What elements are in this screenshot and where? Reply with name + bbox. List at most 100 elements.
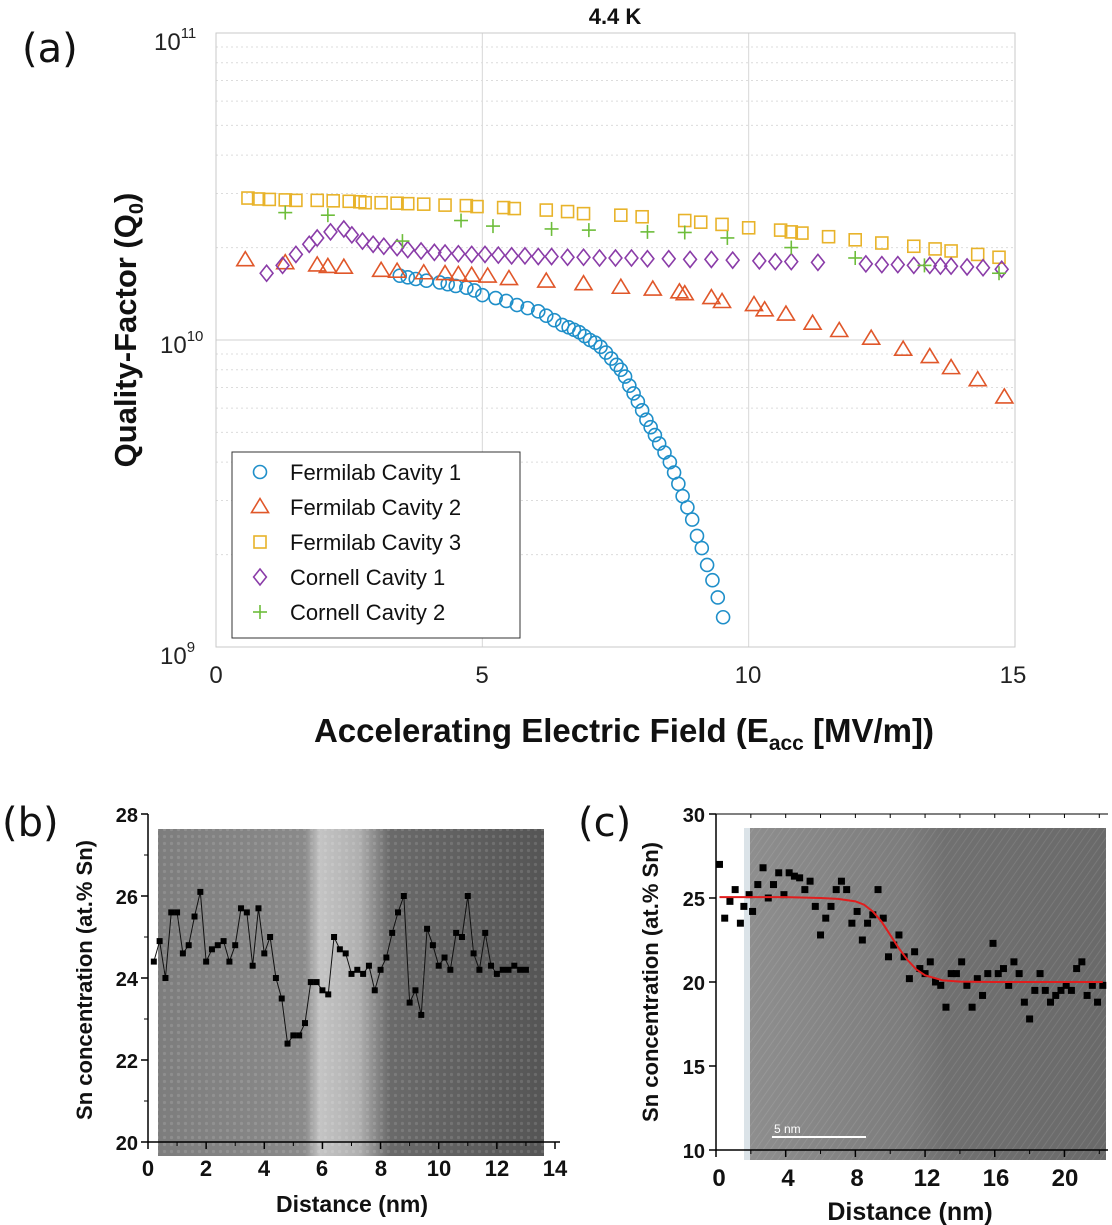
chart-a-point-fermilab-3 — [635, 209, 649, 224]
chart-a-point-cornell-1 — [890, 255, 906, 274]
chart-b-point — [296, 1032, 303, 1039]
panel-b-label: (b) — [2, 800, 59, 846]
chart-c-ytick: 30 — [683, 805, 705, 827]
chart-b-point — [360, 970, 367, 977]
chart-a-point-cornell-1 — [703, 250, 719, 269]
chart-a-point-fermilab-2 — [829, 320, 850, 338]
chart-a-point-fermilab-1 — [432, 275, 448, 290]
chart-a-point-fermilab-3 — [848, 233, 863, 247]
chart-a-point-cornell-1 — [943, 256, 959, 276]
chart-a-point-fermilab-1 — [440, 276, 456, 292]
legend-label-fermilab-3: Fermilab Cavity 3 — [290, 530, 461, 555]
chart-a-point-fermilab-2 — [477, 266, 498, 283]
chart-b-point — [354, 966, 361, 973]
chart-c-ylabel: Sn concentration (at.% Sn) — [638, 842, 663, 1122]
chart-c-point — [822, 914, 830, 922]
chart-b-point — [406, 999, 413, 1006]
chart-a-point-cornell-1 — [376, 236, 392, 256]
chart-b-ytick: 26 — [116, 887, 138, 909]
chart-c-point — [1031, 986, 1039, 994]
chart-a-point-fermilab-2 — [919, 347, 940, 364]
chart-a-point-fermilab-3 — [262, 192, 277, 207]
chart-c-point — [932, 978, 940, 986]
chart-a-point-cornell-2 — [581, 223, 596, 238]
chart-c-xtick: 4 — [781, 1165, 795, 1192]
chart-b-point — [342, 950, 349, 957]
chart-a-point-fermilab-2 — [536, 271, 557, 288]
chart-c-point — [869, 911, 877, 919]
chart-a-point-fermilab-1 — [467, 283, 482, 298]
chart-c-point — [1005, 981, 1013, 989]
chart-b-point — [424, 925, 431, 932]
chart-c-xlabel: Distance (nm) — [827, 1198, 992, 1225]
chart-a-point-fermilab-1 — [488, 290, 503, 306]
chart-a-point-cornell-1 — [259, 263, 275, 283]
chart-c-point — [926, 958, 934, 966]
chart-a-point-fermilab-3 — [400, 196, 415, 211]
chart-a-point-fermilab-2 — [317, 256, 338, 274]
chart-b-ytick: 20 — [116, 1133, 138, 1155]
chart-a-point-fermilab-3 — [784, 225, 799, 239]
chart-c-ticks — [709, 813, 1100, 1157]
legend-label-fermilab-1: Fermilab Cavity 1 — [290, 460, 461, 485]
chart-a-point-fermilab-1 — [630, 394, 646, 409]
chart-b-point — [319, 987, 326, 994]
chart-c-point — [726, 897, 734, 905]
chart-b-xlabel: Distance (nm) — [276, 1191, 428, 1217]
panel-c-label: (c) — [578, 800, 631, 846]
chart-b-point — [208, 946, 215, 953]
chart-a-point-cornell-1 — [288, 245, 304, 264]
chart-a-point-fermilab-2 — [413, 263, 434, 280]
chart-c-point — [827, 902, 835, 910]
chart-b-point — [348, 970, 355, 977]
chart-b-point — [400, 893, 407, 899]
chart-c-point — [968, 1003, 976, 1011]
chart-a-point-cornell-1 — [517, 246, 533, 266]
chart-a-point-fermilab-2 — [307, 255, 328, 272]
chart-a-point-fermilab-1 — [520, 300, 535, 316]
chart-c-point — [879, 914, 887, 922]
chart-b-point — [441, 954, 448, 961]
chart-c-ytick: 15 — [683, 1057, 705, 1079]
chart-b-point — [365, 962, 372, 969]
chart-c-point — [715, 860, 723, 868]
chart-a-point-fermilab-3 — [970, 247, 985, 262]
legend-marker-cornell-2 — [253, 605, 267, 619]
chart-c-point — [911, 948, 919, 956]
chart-a-point-fermilab-1 — [448, 278, 464, 294]
chart-c-point — [790, 872, 798, 880]
chart-a-point-fermilab-1 — [680, 500, 695, 515]
chart-b-point — [284, 1040, 291, 1047]
chart-a-point-fermilab-3 — [289, 193, 303, 208]
chart-b-point — [325, 991, 332, 998]
chart-a-point-cornell-2 — [720, 230, 735, 245]
chart-b-point — [313, 979, 320, 986]
chart-a-point-cornell-1 — [661, 249, 677, 268]
chart-a-point-fermilab-2 — [275, 253, 296, 270]
chart-a-point-cornell-1 — [810, 253, 826, 272]
chart-c-point — [1073, 965, 1081, 973]
chart-b-point — [389, 929, 396, 936]
chart-a-ytick: 1011 — [154, 25, 196, 56]
chart-a-point-cornell-2 — [278, 205, 293, 220]
chart-a-point-fermilab-2 — [371, 260, 392, 278]
chart-c-point — [1041, 986, 1049, 994]
chart-c-point — [984, 970, 992, 978]
chart-a-point-cornell-2 — [917, 258, 932, 273]
chart-b-point — [272, 975, 279, 981]
chart-c-point — [759, 864, 767, 872]
legend-marker-fermilab-3 — [253, 535, 267, 549]
chart-b-tem-texture — [158, 829, 544, 1156]
chart-a-point-cornell-1 — [576, 247, 591, 267]
chart-a-point-fermilab-2 — [941, 358, 962, 375]
chart-a-point-fermilab-3 — [560, 204, 575, 219]
chart-c-point — [749, 907, 757, 915]
chart-a-point-fermilab-1 — [694, 540, 710, 556]
chart-a-point-fermilab-3 — [416, 197, 431, 211]
chart-c-point — [806, 877, 814, 885]
chart-c-point — [1083, 991, 1091, 999]
legend-label-fermilab-2: Fermilab Cavity 2 — [290, 495, 461, 520]
chart-c-point — [1026, 1015, 1034, 1023]
chart-c-point — [947, 970, 955, 978]
legend-label-cornell-2: Cornell Cavity 2 — [290, 600, 445, 625]
